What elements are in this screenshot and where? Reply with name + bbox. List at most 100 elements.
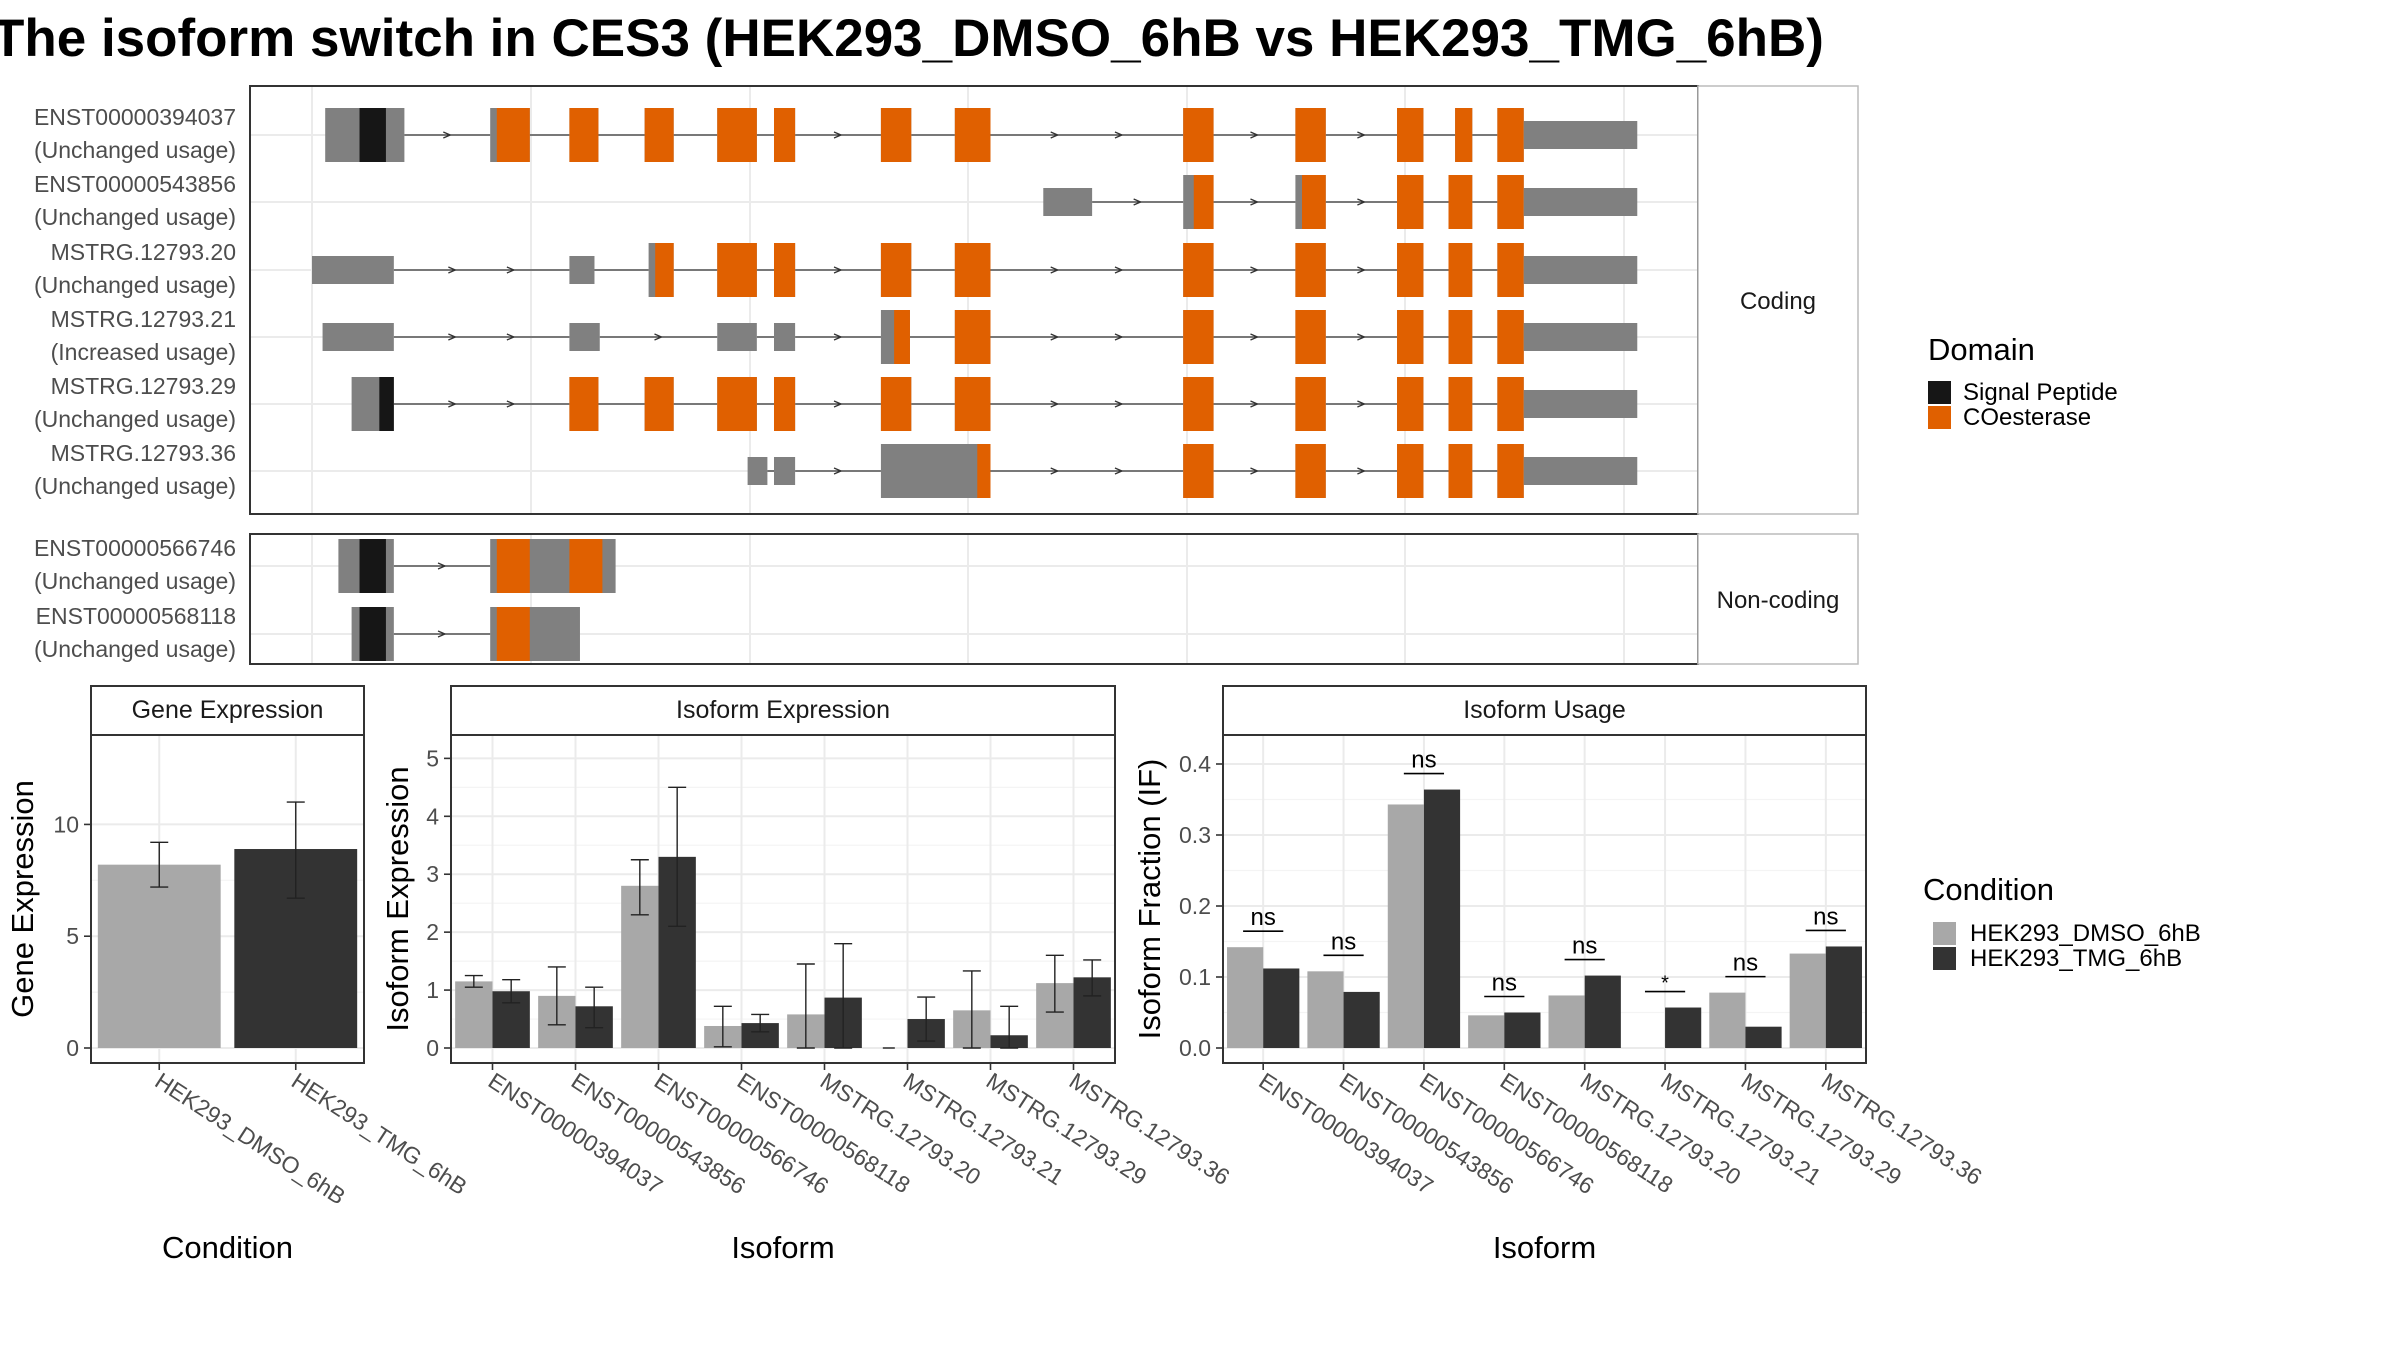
significance-label: ns <box>1813 903 1838 930</box>
y-tick-label: 0 <box>66 1035 79 1061</box>
domain-legend: Domain Signal Peptide COesterase <box>1928 332 2118 431</box>
transcript-usage-label: (Unchanged usage) <box>34 568 236 594</box>
intron-arrow <box>833 333 843 341</box>
intron-arrow <box>1250 333 1260 341</box>
domain-coesterase <box>1183 310 1214 364</box>
domain-coesterase <box>1497 444 1524 498</box>
y-tick-label: 2 <box>426 919 439 945</box>
domain-coesterase <box>1448 175 1473 229</box>
domain-signal-peptide <box>359 607 386 661</box>
y-tick-label: 0.2 <box>1179 893 1211 919</box>
domain-coesterase <box>1497 377 1524 431</box>
y-axis-title: Isoform Expression <box>380 766 415 1031</box>
intron-arrow <box>506 333 516 341</box>
transcript-id-label: ENST00000543856 <box>34 171 236 197</box>
domain-coesterase <box>954 310 991 364</box>
intron-arrow <box>1250 266 1260 274</box>
domain-coesterase <box>496 539 530 593</box>
domain-coesterase <box>880 377 912 431</box>
domain-coesterase <box>1193 175 1214 229</box>
significance-label: * <box>1661 973 1669 995</box>
exon-cds <box>880 444 991 498</box>
domain-signal-peptide <box>359 108 386 162</box>
legend-swatch-signal-peptide <box>1928 381 1951 404</box>
transcript-id-label: MSTRG.12793.29 <box>51 373 236 399</box>
intron-arrow <box>1114 400 1124 408</box>
facet-strip-label-non-coding: Non-coding <box>1717 587 1840 614</box>
chart-title: Isoform Usage <box>1463 696 1626 724</box>
transcript-usage-label: (Unchanged usage) <box>34 636 236 662</box>
intron-arrow <box>833 400 843 408</box>
y-tick-label: 0 <box>426 1035 439 1061</box>
bar-hek293-dmso-6hb-mstrg-12793-29 <box>1709 992 1746 1048</box>
exon-utr <box>322 323 394 351</box>
chart-title: Isoform Expression <box>676 696 890 724</box>
intron-arrow <box>833 131 843 139</box>
bar-hek293-dmso-6hb-mstrg-12793-20 <box>1548 995 1585 1048</box>
exon-utr <box>1523 323 1638 351</box>
domain-coesterase <box>1397 175 1424 229</box>
intron-arrow <box>1050 467 1060 475</box>
transcript-id-label: MSTRG.12793.20 <box>51 239 236 265</box>
exon-utr <box>569 256 595 284</box>
intron-arrow <box>1250 467 1260 475</box>
domain-coesterase <box>1397 243 1424 297</box>
y-tick-label: 10 <box>53 811 79 837</box>
domain-coesterase <box>1183 377 1214 431</box>
intron-arrow <box>1114 467 1124 475</box>
y-tick-label: 3 <box>426 861 439 887</box>
transcript-id-label: ENST00000394037 <box>34 104 236 130</box>
domain-coesterase <box>569 377 599 431</box>
legend-label-tmg: HEK293_TMG_6hB <box>1970 945 2182 972</box>
domain-coesterase <box>1295 243 1326 297</box>
domain-coesterase <box>1295 444 1326 498</box>
bar-hek293-tmg-6hb-enst00000566746 <box>1423 789 1461 1048</box>
intron-arrow <box>1357 333 1367 341</box>
domain-coesterase <box>644 377 674 431</box>
transcript-id-label: MSTRG.12793.36 <box>51 440 236 466</box>
condition-legend: Condition HEK293_DMSO_6hB HEK293_TMG_6hB <box>1923 872 2201 972</box>
x-axis-title: Isoform <box>1493 1230 1596 1265</box>
y-tick-label: 5 <box>426 745 439 771</box>
legend-label-signal-peptide: Signal Peptide <box>1963 379 2118 406</box>
transcript-usage-label: (Unchanged usage) <box>34 204 236 230</box>
domain-coesterase <box>1183 243 1214 297</box>
bar-hek293-dmso-6hb <box>97 864 221 1048</box>
plot-border <box>1222 734 1867 1064</box>
transcript-usage-label: (Unchanged usage) <box>34 137 236 163</box>
transcript-usage-label: (Unchanged usage) <box>34 473 236 499</box>
bar-hek293-tmg-6hb-mstrg-12793-36 <box>1825 946 1862 1048</box>
domain-coesterase <box>1183 444 1214 498</box>
domain-coesterase <box>1183 108 1214 162</box>
domain-coesterase <box>774 108 796 162</box>
domain-coesterase <box>644 108 674 162</box>
legend-swatch-tmg <box>1933 947 1956 970</box>
domain-coesterase <box>496 108 530 162</box>
significance-label: ns <box>1331 928 1356 955</box>
bar-hek293-tmg-6hb-enst00000568118 <box>1504 1012 1541 1048</box>
exon-utr <box>1523 457 1638 485</box>
intron-arrow <box>1357 131 1367 139</box>
intron-arrow <box>1114 131 1124 139</box>
exon-utr <box>1523 256 1638 284</box>
exon-utr <box>774 457 796 485</box>
figure-title: The isoform switch in CES3 (HEK293_DMSO_… <box>0 9 1824 68</box>
domain-coesterase <box>1397 310 1424 364</box>
intron-arrow <box>1357 266 1367 274</box>
domain-coesterase <box>774 243 796 297</box>
intron-arrow <box>1250 198 1260 206</box>
y-tick-label: 0.0 <box>1179 1035 1211 1061</box>
domain-coesterase <box>1302 175 1326 229</box>
transcript-id-label: ENST00000568118 <box>36 603 236 629</box>
domain-coesterase <box>1397 377 1424 431</box>
domain-coesterase <box>774 377 796 431</box>
bar-hek293-dmso-6hb-mstrg-12793-36 <box>1789 953 1826 1048</box>
intron-arrow <box>833 467 843 475</box>
domain-coesterase <box>1295 377 1326 431</box>
intron-arrow <box>1357 400 1367 408</box>
domain-coesterase <box>954 108 991 162</box>
exon-utr <box>312 256 394 284</box>
significance-label: ns <box>1411 747 1436 774</box>
intron-arrow <box>1357 198 1367 206</box>
domain-coesterase <box>1397 108 1424 162</box>
